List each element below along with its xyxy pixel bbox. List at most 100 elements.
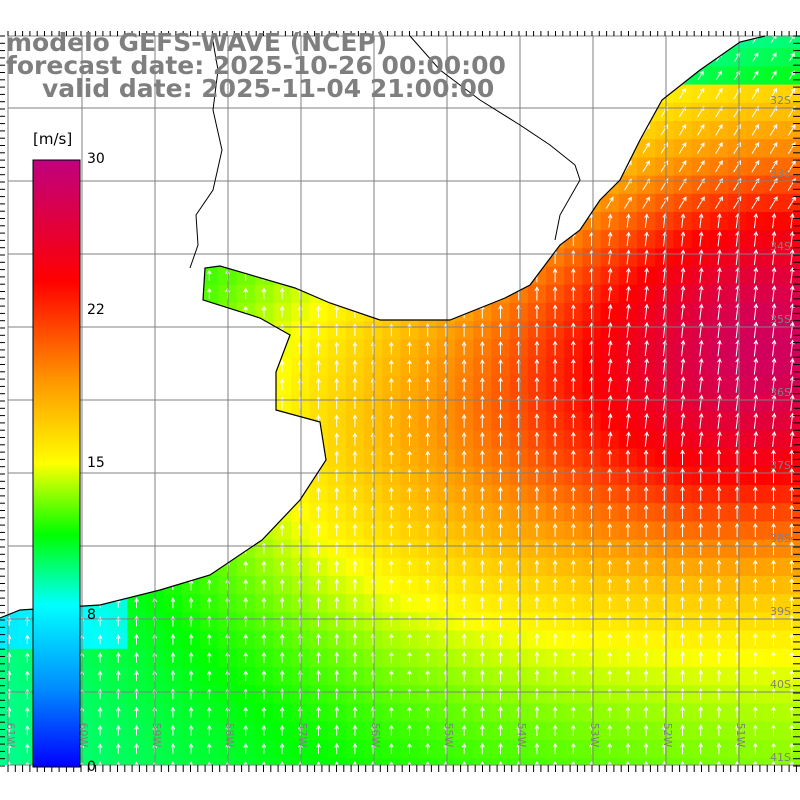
- field-cell: [418, 157, 438, 177]
- wind-arrow: [479, 450, 485, 465]
- wind-arrow: [789, 614, 795, 628]
- colorbar-tick: 30: [87, 151, 105, 167]
- field-cell: [564, 48, 583, 67]
- field-cell: [182, 394, 201, 413]
- field-cell: [91, 230, 110, 249]
- wind-arrow: [425, 160, 431, 172]
- wind-arrow: [279, 378, 285, 391]
- wind-arrow: [570, 213, 576, 228]
- wind-arrow: [425, 706, 431, 718]
- wind-arrow: [789, 541, 795, 556]
- wind-arrow: [407, 268, 412, 282]
- field-cell: [182, 284, 201, 304]
- wind-arrow: [716, 522, 722, 538]
- wind-arrow: [97, 724, 103, 736]
- field-cell: [582, 66, 602, 86]
- field-cell: [254, 339, 274, 359]
- wind-arrow: [261, 323, 267, 336]
- wind-arrow: [206, 651, 212, 663]
- field-cell: [254, 394, 274, 413]
- wind-arrow: [388, 432, 394, 446]
- wind-arrow: [461, 541, 467, 555]
- field-cell: [0, 448, 19, 468]
- field-cell: [109, 394, 128, 413]
- wind-arrow: [789, 285, 795, 302]
- field-cell: [582, 48, 602, 67]
- latitude-label: 39S: [770, 605, 791, 618]
- wind-arrow: [625, 486, 631, 501]
- field-cell: [91, 193, 110, 213]
- wind-arrow: [24, 451, 30, 463]
- field-cell: [236, 521, 256, 541]
- wind-arrow: [115, 634, 121, 645]
- wind-arrow: [461, 669, 467, 682]
- wind-arrow: [206, 342, 212, 354]
- field-cell: [509, 102, 529, 122]
- field-cell: [273, 121, 292, 140]
- wind-arrow: [461, 742, 467, 755]
- wind-arrow: [753, 430, 759, 448]
- wind-arrow: [771, 339, 777, 357]
- colorbar: [32, 159, 81, 768]
- wind-arrow: [625, 724, 631, 737]
- wind-arrow: [461, 687, 467, 700]
- wind-arrow: [626, 303, 631, 320]
- wind-arrow: [24, 342, 30, 354]
- wind-arrow: [388, 505, 394, 519]
- wind-arrow: [644, 321, 649, 338]
- wind-arrow: [425, 232, 431, 246]
- wind-arrow: [643, 578, 649, 592]
- wind-arrow: [461, 596, 467, 610]
- wind-arrow: [243, 597, 249, 609]
- wind-arrow: [352, 541, 358, 555]
- field-cell: [236, 485, 256, 504]
- wind-arrow: [498, 450, 503, 465]
- field-cell: [0, 503, 19, 522]
- wind-arrow: [334, 615, 340, 627]
- field-cell: [163, 557, 183, 577]
- wind-arrow: [734, 742, 740, 755]
- field-cell: [127, 357, 147, 377]
- wind-arrow: [479, 706, 485, 718]
- wind-arrow: [243, 505, 249, 518]
- wind-arrow: [752, 669, 758, 682]
- field-cell: [163, 485, 183, 504]
- wind-arrow: [789, 431, 795, 448]
- field-cell: [600, 157, 620, 177]
- wind-arrow: [206, 378, 212, 391]
- wind-arrow: [552, 724, 558, 736]
- field-cell: [91, 412, 110, 431]
- field-cell: [91, 539, 110, 559]
- wind-arrow: [789, 449, 795, 466]
- wind-arrow: [352, 761, 358, 765]
- field-cell: [236, 339, 256, 359]
- wind-arrow: [752, 541, 758, 556]
- wind-arrow: [644, 339, 649, 357]
- wind-arrow: [97, 433, 103, 445]
- field-cell: [600, 84, 620, 104]
- field-cell: [236, 121, 256, 140]
- wind-arrow: [607, 285, 613, 302]
- wind-arrow: [206, 196, 212, 208]
- wind-arrow: [660, 160, 669, 173]
- wind-arrow: [734, 760, 740, 765]
- field-cell: [327, 175, 347, 195]
- wind-arrow: [752, 467, 758, 484]
- wind-arrow: [261, 523, 267, 536]
- wind-arrow: [625, 578, 631, 592]
- wind-arrow: [570, 523, 576, 537]
- field-cell: [273, 175, 292, 195]
- wind-arrow: [644, 412, 649, 429]
- field-cell: [236, 503, 256, 522]
- wind-arrow: [479, 541, 485, 555]
- wind-arrow: [789, 742, 795, 755]
- wind-arrow: [279, 160, 285, 172]
- field-cell: [182, 139, 201, 158]
- wind-arrow: [734, 596, 740, 610]
- wind-arrow: [680, 394, 686, 411]
- field-cell: [200, 193, 219, 213]
- wind-arrow: [188, 233, 194, 245]
- field-cell: [254, 485, 274, 504]
- wind-arrow: [753, 285, 759, 302]
- wind-arrow: [534, 669, 540, 682]
